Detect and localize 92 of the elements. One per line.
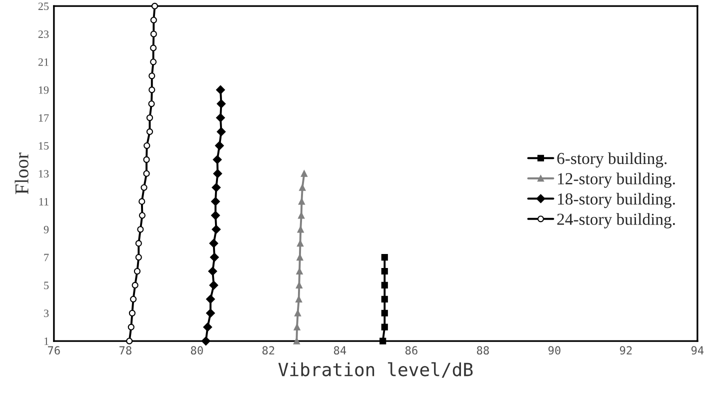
point (135, 254, 142, 261)
point (381, 296, 388, 302)
y-tick-label: 23 (38, 30, 49, 38)
point (148, 86, 156, 94)
point (299, 184, 306, 191)
point (134, 268, 141, 275)
y-tick-label: 15 (38, 142, 49, 150)
x-tick-label: 90 (548, 346, 560, 355)
point (140, 184, 148, 191)
y-tick-label: 13 (38, 170, 49, 178)
point (150, 58, 157, 66)
point (208, 266, 218, 276)
point (137, 226, 144, 233)
point (206, 308, 215, 318)
x-tick-label: 82 (262, 346, 274, 355)
point (138, 198, 146, 205)
y-tick-label: 17 (38, 114, 49, 122)
point (130, 296, 137, 302)
point (297, 226, 304, 233)
y-tick-label: 9 (44, 226, 49, 234)
point (206, 294, 215, 304)
point (216, 85, 225, 94)
point (151, 2, 158, 10)
x-tick-label: 86 (405, 346, 418, 355)
point (146, 128, 154, 135)
x-tick-label: 88 (476, 346, 489, 355)
point (381, 282, 388, 289)
point (150, 44, 157, 52)
legend-label: 24-story building. (557, 213, 675, 228)
point (298, 212, 305, 219)
point (138, 212, 146, 219)
y-axis-title: Floor (14, 152, 28, 194)
point (148, 100, 155, 108)
point (300, 170, 308, 177)
point (381, 324, 388, 330)
point (294, 324, 300, 330)
point (128, 324, 134, 330)
x-tick-label: 94 (691, 346, 704, 355)
y-tick-label: 19 (38, 86, 49, 94)
y-tick-label: 25 (38, 2, 49, 10)
point (132, 282, 138, 289)
point (150, 30, 157, 38)
point (216, 99, 226, 108)
point (294, 310, 302, 316)
point (381, 268, 388, 275)
legend-label: 12-story building. (558, 172, 675, 188)
legend-label: 18-story building. (558, 192, 675, 208)
x-axis-title: Vibration level/dB (278, 362, 473, 378)
point (143, 170, 150, 177)
y-tick-label: 7 (44, 254, 49, 262)
point (126, 338, 133, 344)
point (143, 156, 150, 163)
y-tick-label: 3 (44, 310, 49, 318)
point (380, 338, 386, 344)
point (150, 16, 157, 24)
point (212, 183, 221, 192)
point (298, 198, 305, 205)
point (128, 310, 136, 316)
point (135, 240, 142, 247)
point (148, 72, 156, 80)
point (209, 238, 218, 248)
point (381, 254, 388, 261)
point (296, 254, 304, 261)
point (203, 322, 212, 332)
point (211, 197, 220, 206)
y-tick-label: 1 (44, 338, 48, 345)
point (213, 169, 222, 178)
x-tick-label: 92 (620, 346, 632, 355)
point (209, 280, 218, 290)
point (211, 210, 220, 220)
point (216, 113, 225, 122)
y-tick-label: 11 (39, 198, 48, 206)
point (210, 252, 219, 262)
y-tick-label: 5 (44, 282, 49, 290)
x-tick-label: 78 (119, 346, 132, 355)
point (296, 268, 303, 275)
point (296, 282, 302, 289)
legend-label: 6-story building. (557, 152, 667, 168)
point (201, 336, 210, 346)
x-tick-label: 84 (334, 346, 346, 355)
point (296, 240, 304, 247)
point (212, 224, 221, 234)
point (212, 155, 222, 164)
point (216, 127, 226, 136)
point (293, 338, 300, 344)
point (146, 114, 154, 122)
x-tick-label: 80 (190, 346, 203, 355)
point (144, 142, 150, 149)
y-tick-label: 21 (38, 58, 48, 66)
point (215, 141, 224, 150)
point (381, 310, 388, 316)
x-tick-label: 76 (48, 346, 60, 355)
